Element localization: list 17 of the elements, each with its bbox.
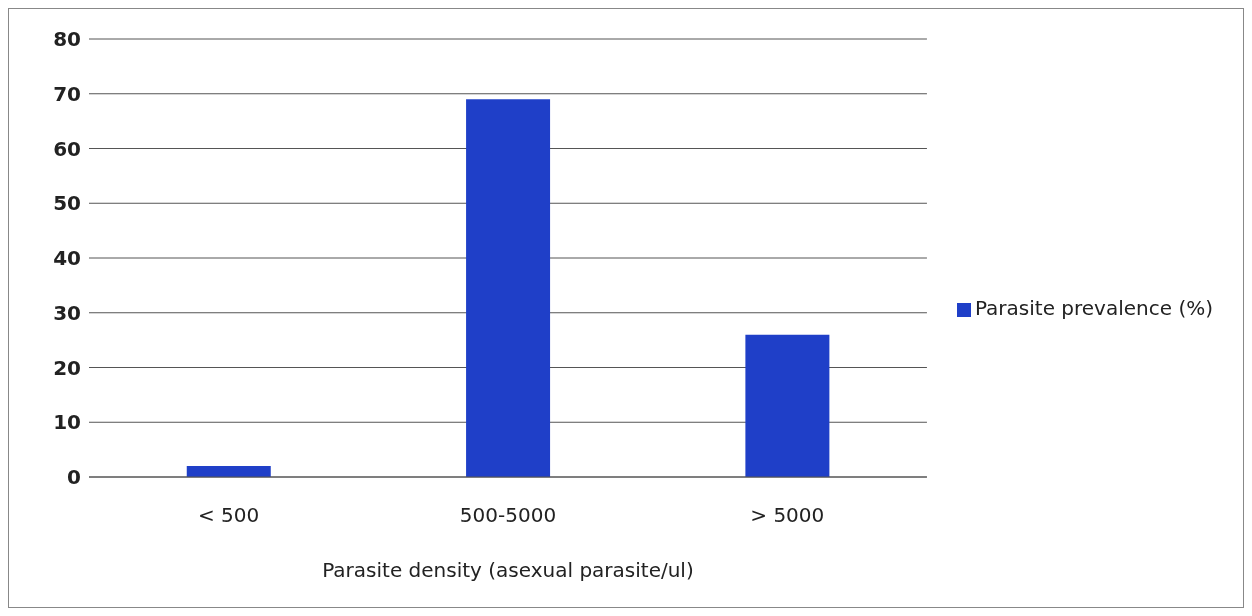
y-tick-label: 60 [53,136,81,161]
legend-label: Parasite prevalence (%) [974,296,1213,320]
x-tick-label: 500-5000 [459,503,557,528]
y-tick-label: 80 [53,27,81,52]
x-tick-label: < 500 [198,503,260,528]
y-tick-label: 40 [53,246,81,271]
y-tick-label: 70 [53,81,81,106]
bar [466,99,551,477]
bar [745,334,830,477]
x-tick-label: > 5000 [750,503,825,528]
y-tick-label: 20 [53,355,81,380]
y-tick-label: 50 [53,191,81,216]
y-tick-label: 30 [53,300,81,325]
bar [186,466,271,477]
y-tick-label: 0 [67,465,81,490]
x-axis-title: Parasite density (asexual parasite/ul) [322,558,694,582]
y-tick-label: 10 [53,410,81,435]
